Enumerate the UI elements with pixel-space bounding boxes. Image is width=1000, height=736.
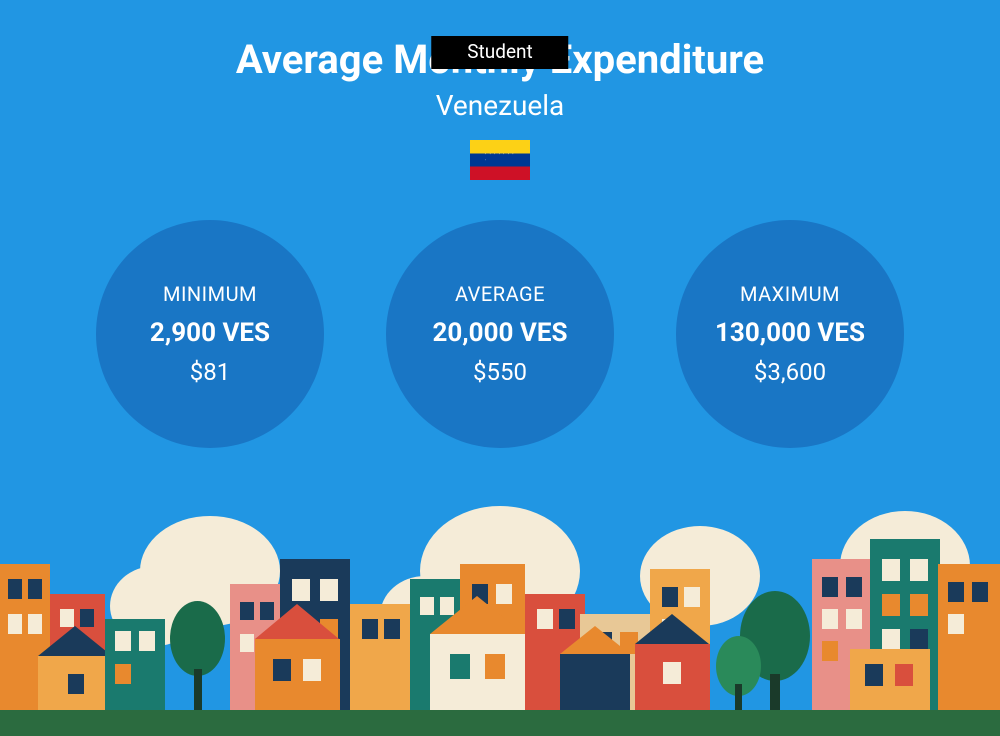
stats-row: MINIMUM 2,900 VES $81 AVERAGE 20,000 VES…: [0, 220, 1000, 448]
category-badge: Student: [431, 36, 568, 69]
stat-usd: $550: [473, 358, 527, 386]
country-name: Venezuela: [0, 89, 1000, 122]
stat-ves: 2,900 VES: [150, 318, 270, 348]
stat-minimum: MINIMUM 2,900 VES $81: [96, 220, 324, 448]
stat-ves: 20,000 VES: [432, 318, 567, 348]
stat-label: MINIMUM: [163, 282, 257, 306]
flag-icon: · · · · · · · ·: [470, 140, 530, 180]
stat-usd: $3,600: [754, 358, 826, 386]
stat-label: MAXIMUM: [740, 282, 840, 306]
stat-maximum: MAXIMUM 130,000 VES $3,600: [676, 220, 904, 448]
stat-average: AVERAGE 20,000 VES $550: [386, 220, 614, 448]
flag-stars: · · · · · · · ·: [485, 152, 515, 164]
stat-ves: 130,000 VES: [715, 318, 865, 348]
city-illustration: [0, 496, 1000, 736]
stat-label: AVERAGE: [455, 282, 545, 306]
stat-usd: $81: [190, 358, 230, 386]
